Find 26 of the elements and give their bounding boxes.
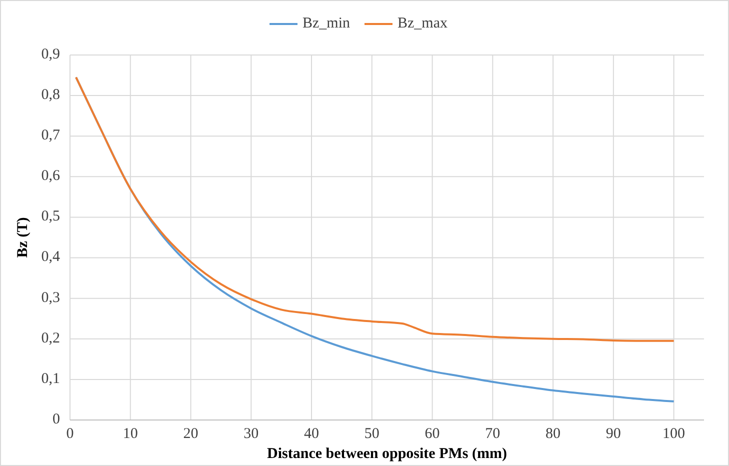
y-tick-label: 0,3 bbox=[41, 290, 60, 306]
y-tick-label: 0,5 bbox=[41, 208, 60, 225]
y-tick-label: 0,2 bbox=[41, 330, 60, 346]
y-tick-label: 0 bbox=[52, 411, 60, 428]
x-tick-label: 30 bbox=[244, 426, 259, 442]
y-tick-label: 0,8 bbox=[41, 86, 60, 103]
y-tick-label: 0,6 bbox=[41, 168, 60, 184]
y-tick-label: 0,7 bbox=[41, 128, 60, 144]
legend-label: Bz_min bbox=[302, 15, 350, 32]
y-tick-label: 0,4 bbox=[41, 249, 60, 266]
x-tick-label: 50 bbox=[364, 426, 380, 442]
legend-label: Bz_max bbox=[398, 15, 448, 32]
x-axis-title: Distance between opposite PMs (mm) bbox=[267, 446, 507, 462]
x-tick-label: 40 bbox=[304, 426, 320, 442]
x-tick-label: 10 bbox=[122, 426, 138, 442]
x-tick-label: 70 bbox=[485, 426, 500, 442]
x-tick-label: 80 bbox=[546, 426, 561, 442]
x-tick-label: 0 bbox=[66, 426, 74, 442]
x-tick-label: 100 bbox=[662, 426, 686, 442]
x-tick-label: 20 bbox=[183, 426, 198, 442]
y-tick-label: 0,9 bbox=[41, 46, 60, 62]
y-tick-label: 0,1 bbox=[41, 370, 60, 387]
line-series bbox=[75, 76, 675, 342]
x-tick-label: 60 bbox=[424, 426, 440, 442]
y-axis-title: Bz (T) bbox=[15, 217, 31, 258]
x-tick-label: 90 bbox=[606, 426, 621, 442]
